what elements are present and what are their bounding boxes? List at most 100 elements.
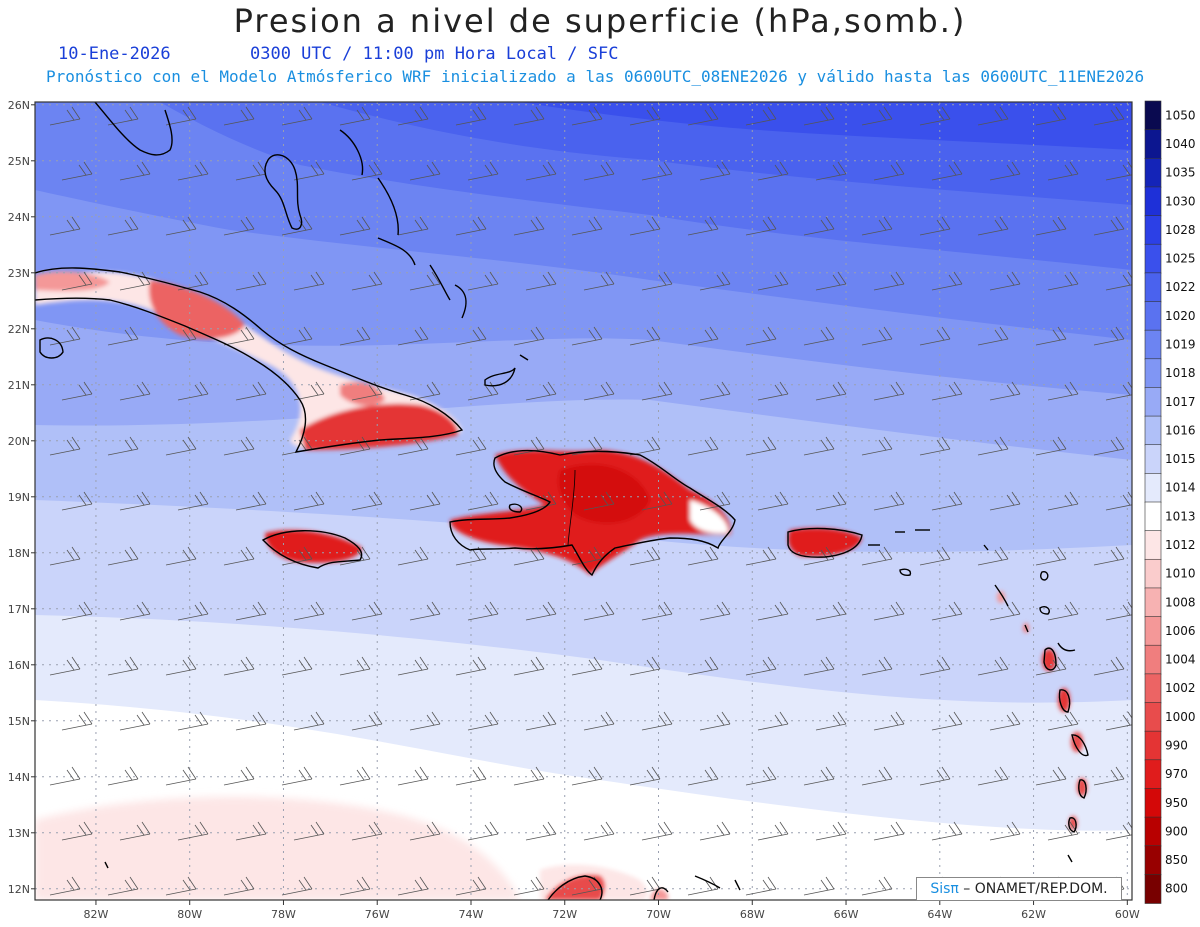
wind-barb (687, 766, 719, 786)
lat-tick-label: 15N (8, 715, 30, 728)
wind-barb (873, 711, 905, 731)
wind-barb (107, 326, 139, 346)
wind-barb (339, 656, 371, 676)
colorbar-label: 1028 (1165, 223, 1196, 237)
wind-barb (919, 766, 951, 786)
colorbar-label: 1016 (1165, 423, 1196, 437)
wind-barb (61, 711, 93, 731)
wind-barb (513, 106, 545, 126)
wind-barb (513, 216, 545, 236)
wind-barb (1093, 436, 1125, 456)
colorbar-label: 1019 (1165, 337, 1196, 351)
wind-barb (1035, 106, 1067, 126)
wind-barb (223, 546, 255, 566)
lat-tick-label: 19N (8, 491, 30, 504)
colorbar-label: 1030 (1165, 194, 1196, 208)
wind-barb (687, 106, 719, 126)
wind-barb (931, 381, 963, 401)
wind-barb (293, 711, 325, 731)
wind-barb (61, 381, 93, 401)
wind-barb (165, 436, 197, 456)
wind-barb (397, 656, 429, 676)
wind-barb (351, 161, 383, 181)
wind-barb (861, 876, 893, 896)
wind-barb (629, 766, 661, 786)
wind-barb (745, 656, 777, 676)
wind-barb (989, 271, 1021, 291)
wind-barb (861, 326, 893, 346)
wind-barb (931, 711, 963, 731)
wind-barb (49, 656, 81, 676)
wind-barb (1035, 326, 1067, 346)
wind-barb (525, 601, 557, 621)
forecast-date: 10-Ene-2026 (58, 44, 171, 64)
wind-barb (409, 271, 441, 291)
wind-barb (1047, 381, 1079, 401)
wind-barb (629, 106, 661, 126)
colorbar-label: 1022 (1165, 280, 1196, 294)
wind-barbs (49, 106, 1132, 896)
wind-barb (177, 381, 209, 401)
wind-barb (455, 766, 487, 786)
wind-barb (235, 491, 267, 511)
colorbar-label: 1025 (1165, 252, 1196, 266)
wind-barb (757, 161, 789, 181)
wind-barb (583, 821, 615, 841)
wind-barb (397, 546, 429, 566)
wind-barb (571, 216, 603, 236)
wind-barb (177, 821, 209, 841)
wind-barb (583, 491, 615, 511)
wind-barb (641, 601, 673, 621)
wind-barb (931, 161, 963, 181)
credit-box: Sisπ – ONAMET/REP.DOM. (916, 877, 1122, 901)
lat-tick-label: 16N (8, 659, 30, 672)
wind-barb (745, 216, 777, 236)
wind-barb (351, 271, 383, 291)
wind-barb (49, 326, 81, 346)
wind-barb (223, 106, 255, 126)
colorbar-swatch (1144, 673, 1162, 704)
lon-tick-label: 62W (1021, 908, 1046, 921)
wind-barb (293, 491, 325, 511)
colorbar-label: 1010 (1165, 567, 1196, 581)
wind-barb (629, 546, 661, 566)
lon-tick-label: 70W (646, 908, 671, 921)
wind-barb (281, 876, 313, 896)
wind-barb (467, 381, 499, 401)
wind-barb (977, 766, 1009, 786)
wind-barb (815, 711, 847, 731)
wind-barb (757, 491, 789, 511)
lat-tick-label: 21N (8, 379, 30, 392)
lat-tick-label: 18N (8, 547, 30, 560)
wind-barb (223, 876, 255, 896)
wind-barb (397, 326, 429, 346)
wind-barb (281, 326, 313, 346)
wind-barb (931, 491, 963, 511)
wind-barb (525, 161, 557, 181)
wind-barb (861, 216, 893, 236)
wind-barb (931, 271, 963, 291)
wind-barb (223, 656, 255, 676)
wind-barb (699, 821, 731, 841)
lat-tick-label: 23N (8, 267, 30, 280)
wind-barb (339, 876, 371, 896)
wind-barb (235, 821, 267, 841)
wind-barb (641, 491, 673, 511)
wind-barb (1093, 326, 1125, 346)
coastlines (35, 102, 1089, 900)
colorbar-swatch (1144, 272, 1162, 303)
wind-barb (861, 656, 893, 676)
colorbar-label: 1035 (1165, 166, 1196, 180)
wind-barb (107, 546, 139, 566)
wind-barb (1047, 601, 1079, 621)
wind-barb (165, 546, 197, 566)
wind-barb (861, 106, 893, 126)
wind-barb (1035, 546, 1067, 566)
wind-barb (1035, 436, 1067, 456)
wind-barb (919, 436, 951, 456)
wind-barb (409, 161, 441, 181)
wind-barb (977, 436, 1009, 456)
colorbar-swatch (1144, 243, 1162, 274)
wind-barb (49, 876, 81, 896)
